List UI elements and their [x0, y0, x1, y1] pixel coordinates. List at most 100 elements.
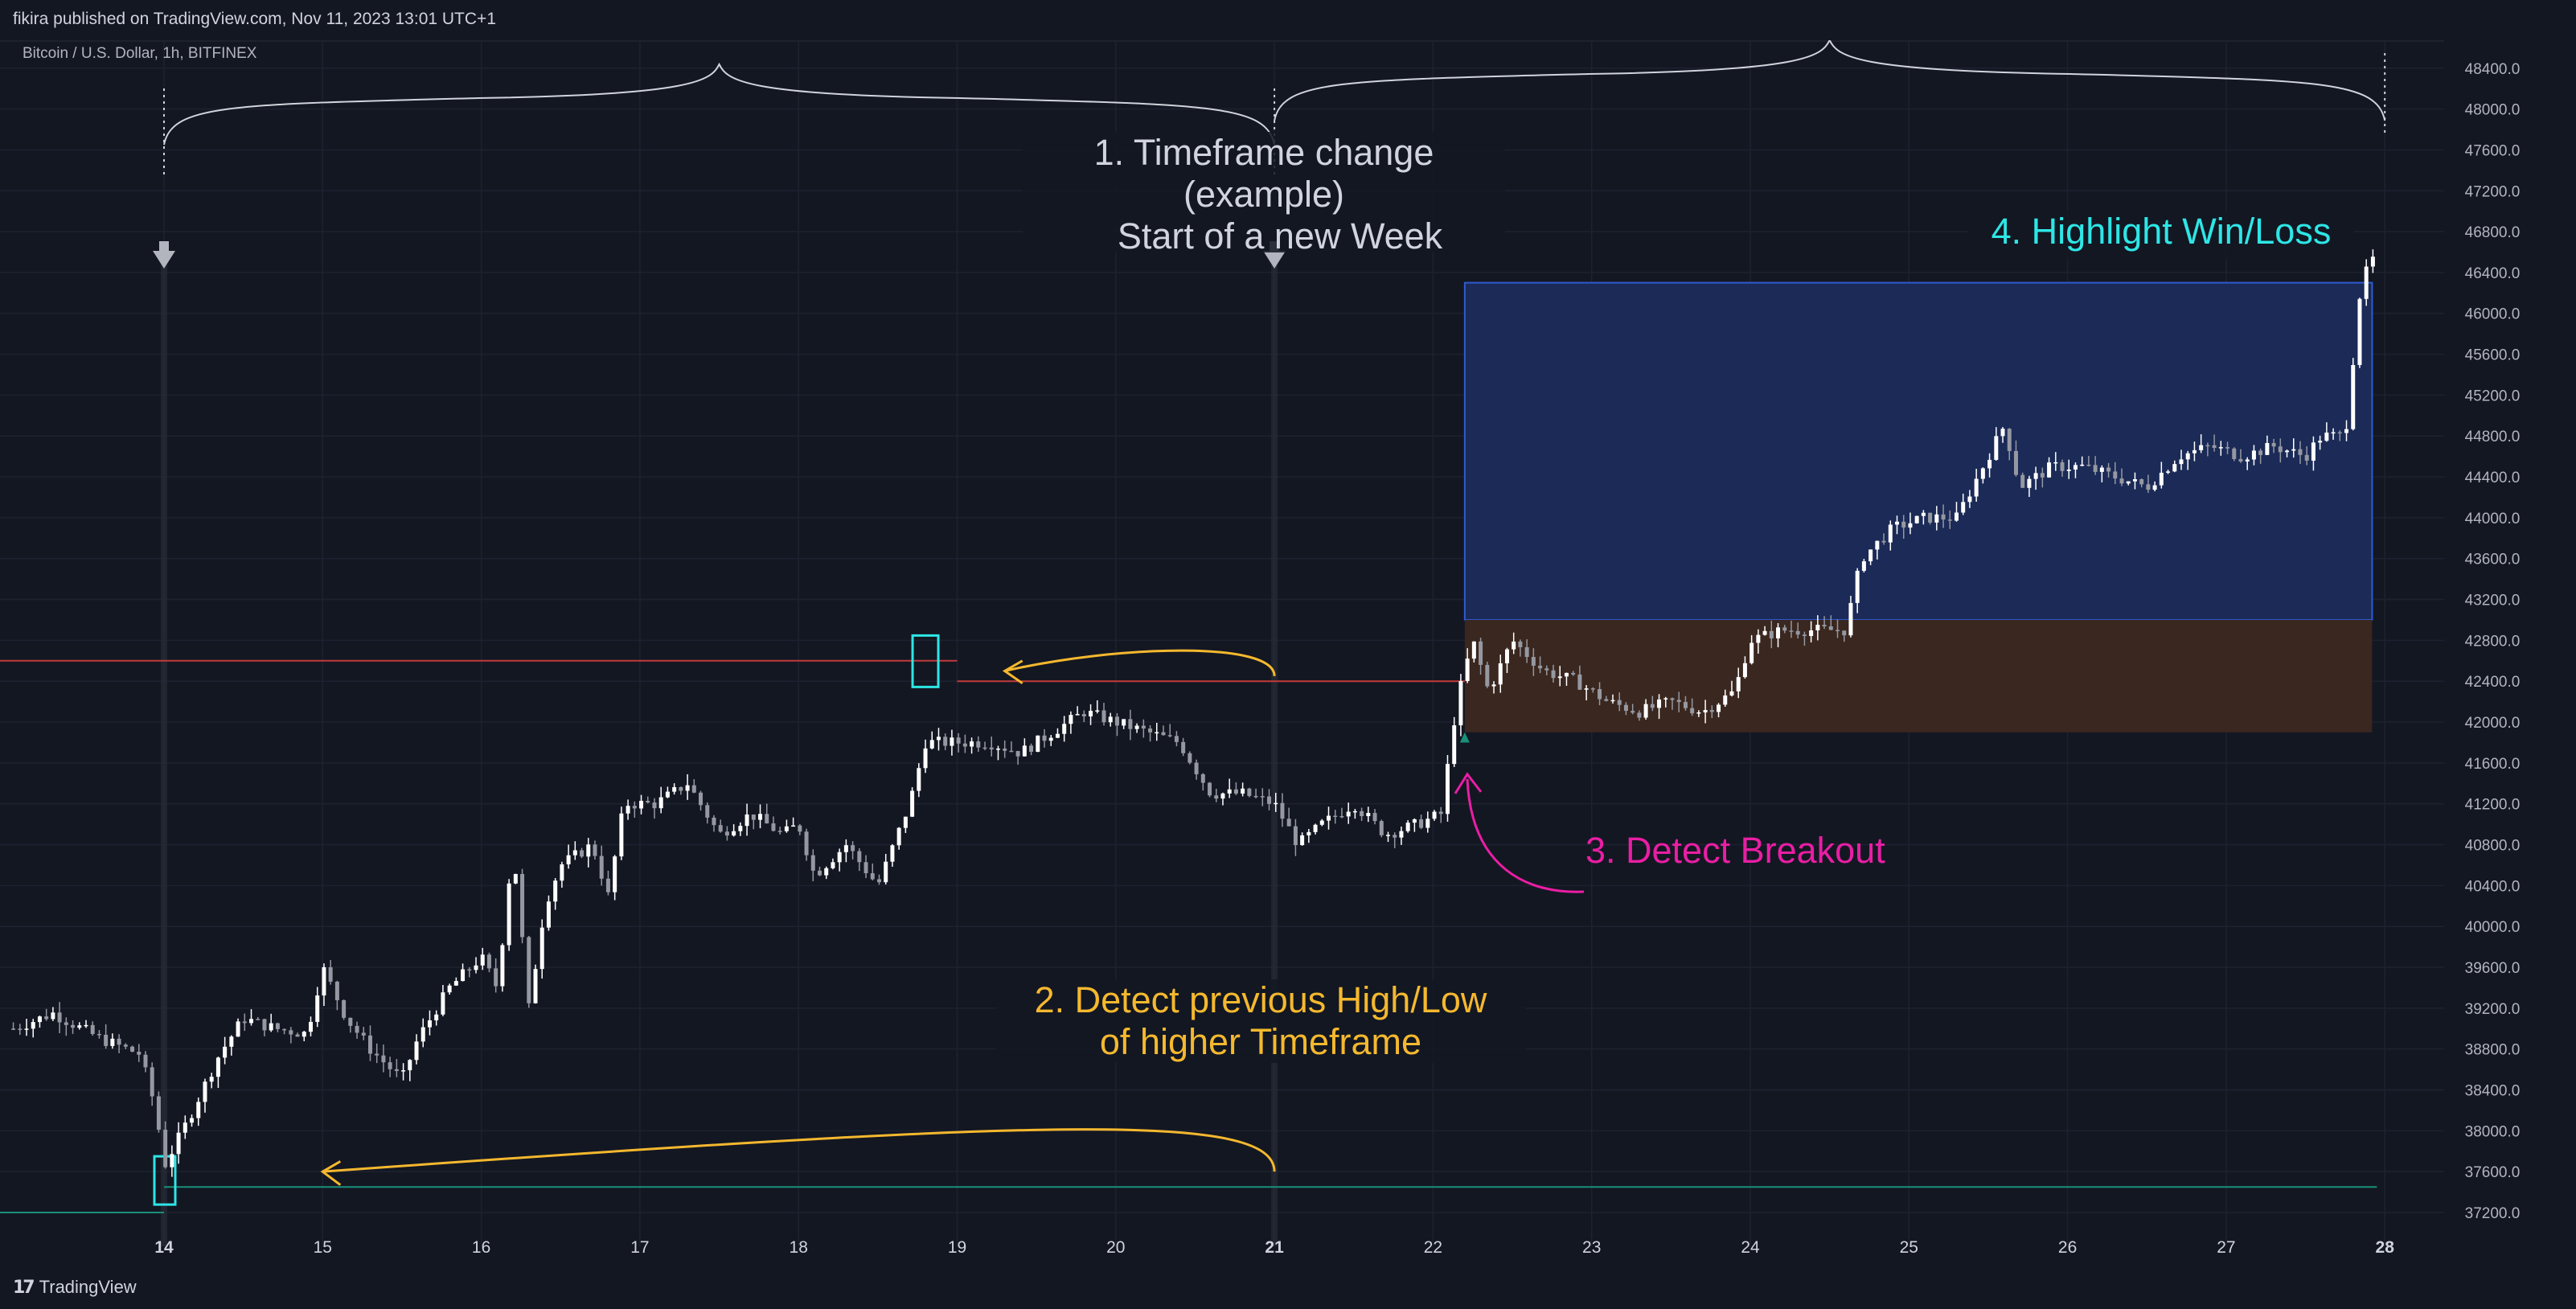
candle-body — [51, 1012, 55, 1020]
candle-body — [1848, 602, 1853, 636]
candle-body — [1762, 630, 1767, 635]
candle-body — [658, 797, 663, 809]
candle-body — [1399, 831, 1404, 838]
candle-body — [1300, 835, 1305, 846]
candle-body — [1524, 646, 1529, 658]
candle-body — [804, 831, 809, 856]
price-tick-label: 47600.0 — [2465, 142, 2521, 159]
arrow-head-icon — [1454, 772, 1483, 794]
candle-body — [2126, 481, 2131, 484]
annotation-highlight-win-loss: 4. Highlight Win/Loss — [1968, 211, 2354, 259]
candle-body — [2344, 429, 2349, 433]
down-arrow-icon — [153, 241, 175, 269]
candle-body — [24, 1028, 29, 1030]
candle-body — [1961, 502, 1966, 513]
candle-body — [989, 747, 994, 750]
candle-body — [223, 1046, 228, 1058]
week-separator-band — [161, 249, 167, 1246]
candle-body — [843, 845, 848, 852]
candle-body — [950, 737, 954, 746]
price-tick-label: 44000.0 — [2465, 511, 2521, 527]
candle-body — [1657, 699, 1662, 708]
candle-body — [1908, 523, 1913, 528]
candle-body — [1577, 674, 1582, 690]
candle-body — [2199, 445, 2204, 450]
candle-body — [2278, 446, 2283, 453]
candles — [11, 249, 2375, 1177]
candle-body — [995, 749, 1000, 750]
candle-body — [2291, 449, 2296, 451]
candle-body — [1815, 625, 1820, 631]
price-chart[interactable]: 37200.0 37600.0 38000.0 38400.0 38800.0 39200… — [0, 40, 2576, 1264]
candle-body — [1393, 835, 1397, 838]
overlay-annotations — [320, 649, 1585, 1186]
candle-body — [1670, 698, 1675, 700]
candle-body — [2119, 478, 2124, 484]
candle-body — [2007, 429, 2012, 451]
candle-body — [962, 743, 967, 747]
price-tick-label: 45600.0 — [2465, 347, 2521, 364]
time-tick-label: 27 — [2217, 1238, 2235, 1257]
candle-body — [1346, 811, 1351, 817]
candle-body — [2080, 464, 2085, 466]
candle-body — [605, 878, 610, 892]
candle-body — [110, 1038, 115, 1046]
candle-body — [1967, 496, 1972, 503]
candle-body — [1598, 689, 1602, 700]
candle-body — [2318, 441, 2323, 443]
candle-body — [1181, 741, 1186, 753]
candle-body — [1015, 751, 1020, 757]
candle-body — [923, 748, 928, 769]
candle-body — [1029, 745, 1034, 753]
candle-body — [447, 985, 452, 993]
candle-body — [1327, 815, 1331, 821]
candle-body — [1089, 711, 1093, 716]
annotation-timeframe-change: 1. Timeframe change (example) Start of a… — [1023, 132, 1505, 256]
price-tick-label: 48000.0 — [2465, 102, 2521, 119]
candle-body — [1405, 823, 1410, 831]
candle-body — [150, 1067, 154, 1097]
candle-body — [791, 825, 796, 827]
candle-body — [1729, 691, 1734, 696]
price-tick-label: 41200.0 — [2465, 797, 2521, 814]
candle-body — [910, 790, 915, 817]
candle-body — [679, 786, 683, 791]
candle-body — [1122, 719, 1126, 726]
candle-body — [2073, 465, 2078, 470]
candle-body — [632, 806, 637, 809]
candle-body — [593, 844, 597, 856]
tradingview-brand: TradingView — [39, 1277, 137, 1297]
candle-body — [104, 1034, 109, 1046]
candle-body — [256, 1019, 260, 1020]
candle-body — [560, 864, 564, 881]
annotation-timeframe-line1: 1. Timeframe change — [1093, 132, 1434, 173]
tradingview-logo[interactable]: 17 TradingView — [13, 1277, 137, 1298]
candle-body — [2370, 256, 2375, 267]
candle-body — [1881, 540, 1886, 543]
candle-body — [870, 873, 875, 880]
candle-body — [1412, 819, 1417, 823]
candle-body — [84, 1024, 88, 1027]
candle-body — [1479, 641, 1483, 665]
candle-body — [1987, 459, 1992, 469]
price-tick-label: 46800.0 — [2465, 224, 2521, 241]
candle-body — [1736, 677, 1741, 691]
candle-body — [1425, 819, 1430, 828]
candle-body — [890, 845, 895, 862]
arrow-previous-high — [1004, 649, 1276, 677]
candle-body — [1274, 802, 1278, 805]
candle-body — [1385, 835, 1390, 836]
loss-zone — [1464, 619, 2373, 732]
candle-body — [2238, 458, 2243, 462]
candle-body — [599, 856, 604, 879]
candle-body — [1703, 710, 1708, 713]
price-tick-label: 40000.0 — [2465, 919, 2521, 936]
candle-body — [824, 868, 829, 876]
price-tick-label: 48400.0 — [2465, 61, 2521, 78]
candle-body — [718, 825, 723, 832]
candle-body — [1445, 764, 1450, 815]
candle-body — [1683, 702, 1688, 708]
price-tick-label: 40800.0 — [2465, 838, 2521, 855]
price-tick-label: 44400.0 — [2465, 470, 2521, 486]
candle-body — [1749, 642, 1754, 663]
